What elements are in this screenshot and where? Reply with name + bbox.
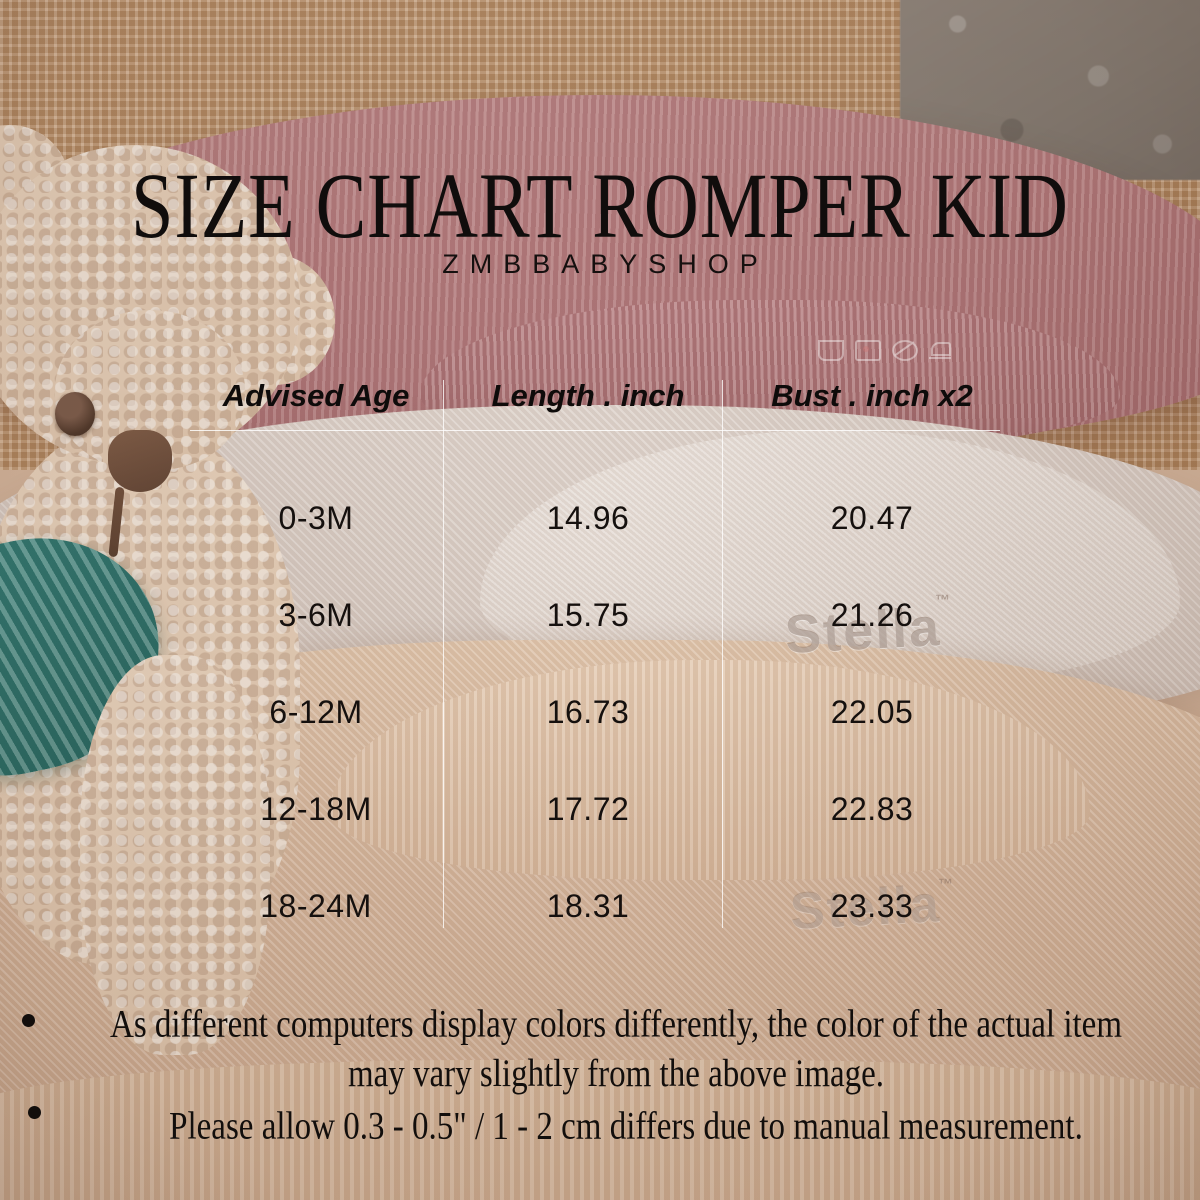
- table-column-divider-2: [722, 380, 723, 928]
- beige-garment-collar: [330, 660, 1090, 880]
- column-header-advised-age: Advised Age: [222, 378, 410, 413]
- table-header-divider: [190, 430, 1000, 431]
- cell-bust: 22.05: [830, 694, 914, 730]
- page-title: SIZE CHART ROMPER KID: [131, 155, 1069, 258]
- garment-tag-trademark-icon-secondary: ™: [938, 876, 953, 893]
- cell-bust: 20.47: [830, 500, 914, 536]
- note-color-disclaimer: As different computers display colors di…: [110, 1003, 1122, 1096]
- table-row: 3-6M 15.75 21.26: [180, 567, 1020, 664]
- cell-bust: 22.83: [830, 791, 914, 827]
- beige-garment-hem: [0, 1060, 1200, 1200]
- table-column-divider-1: [443, 380, 444, 928]
- brand-subtitle: ZMBBABYSHOP: [442, 249, 769, 279]
- garment-tag-trademark-icon: ™: [935, 592, 950, 609]
- tumble-dry-icon: [855, 340, 881, 361]
- cell-age: 0-3M: [278, 500, 354, 536]
- cell-bust: 21.26: [830, 597, 914, 633]
- cell-bust: 23.33: [830, 888, 914, 924]
- notes-section: As different computers display colors di…: [0, 1000, 1200, 1149]
- bear-nose: [108, 430, 172, 492]
- cell-length: 17.72: [546, 791, 630, 827]
- cell-length: 16.73: [546, 694, 630, 730]
- no-bleach-icon: [892, 340, 918, 361]
- table-row: 0-3M 14.96 20.47: [180, 470, 1020, 567]
- table-row: 18-24M 18.31 23.33: [180, 858, 1020, 955]
- cell-age: 3-6M: [278, 597, 354, 633]
- cell-length: 15.75: [546, 597, 630, 633]
- size-table-body: 0-3M 14.96 20.47 3-6M 15.75 21.26 6-12M …: [180, 470, 1020, 955]
- table-header-row: Advised Age Length . inch Bust . inch x2: [180, 378, 1020, 414]
- bullet-point-icon-secondary: [28, 1106, 41, 1119]
- cell-age: 12-18M: [260, 791, 372, 827]
- bullet-point-icon: [22, 1014, 35, 1027]
- table-row: 6-12M 16.73 22.05: [180, 664, 1020, 761]
- wash-tub-icon: [818, 340, 844, 361]
- care-symbols-group: [818, 340, 951, 361]
- cell-age: 6-12M: [269, 694, 363, 730]
- table-row: 12-18M 17.72 22.83: [180, 761, 1020, 858]
- size-table-header: Advised Age Length . inch Bust . inch x2: [180, 378, 1020, 414]
- cell-length: 14.96: [546, 500, 630, 536]
- crochet-teddy-bear: [0, 95, 390, 1055]
- column-header-length: Length . inch: [491, 378, 685, 413]
- note-measurement-disclaimer: Please allow 0.3 - 0.5" / 1 - 2 cm diffe…: [169, 1106, 1083, 1149]
- cell-age: 18-24M: [260, 888, 372, 924]
- column-header-bust: Bust . inch x2: [771, 378, 973, 413]
- iron-icon: [929, 340, 951, 359]
- bear-eye: [55, 392, 95, 436]
- cell-length: 18.31: [546, 888, 630, 924]
- bear-arm: [80, 655, 270, 1055]
